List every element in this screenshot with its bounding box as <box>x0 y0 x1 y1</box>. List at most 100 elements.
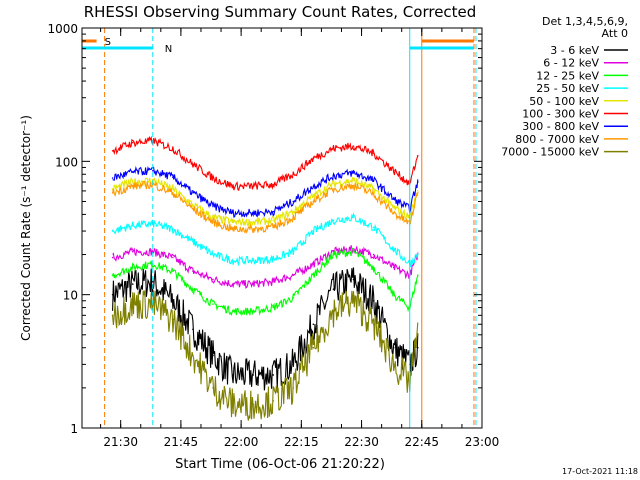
series-line-3 <box>112 247 419 317</box>
data-point <box>392 363 395 366</box>
data-point <box>252 212 254 214</box>
data-point <box>392 346 395 349</box>
data-point <box>212 177 214 179</box>
data-point <box>312 263 315 265</box>
data-point <box>131 171 134 173</box>
data-point <box>252 374 254 376</box>
data-point <box>292 200 295 203</box>
legend-label: 50 - 100 keV <box>529 95 599 108</box>
data-point <box>272 280 275 283</box>
data-point <box>131 141 134 144</box>
series-line-6 <box>112 135 419 192</box>
data-point <box>372 179 375 182</box>
data-point <box>111 314 114 317</box>
data-point <box>131 224 134 227</box>
data-point <box>352 172 355 174</box>
data-point <box>416 346 419 349</box>
data-point <box>312 323 315 326</box>
x-tick-label: 22:00 <box>224 435 259 449</box>
data-point <box>111 149 114 152</box>
legend-header: Det 1,3,4,5,6,9, <box>542 15 628 28</box>
data-point <box>212 216 214 219</box>
legend-label: 6 - 12 keV <box>543 57 599 70</box>
data-point <box>312 200 315 203</box>
legend-label: 7000 - 15000 keV <box>501 146 599 159</box>
x-tick-label: 22:45 <box>404 435 439 449</box>
data-point <box>392 169 395 172</box>
data-point <box>192 270 194 272</box>
data-point <box>212 221 214 223</box>
data-point <box>272 399 275 402</box>
data-point <box>212 205 214 208</box>
data-point <box>292 296 295 299</box>
data-point <box>111 177 114 179</box>
data-point <box>232 221 234 223</box>
y-tick-label: 1 <box>70 422 78 436</box>
data-point <box>172 147 174 150</box>
series-line-9 <box>112 290 419 421</box>
data-point <box>192 192 194 194</box>
data-point <box>292 387 295 389</box>
series-line-2 <box>112 245 419 289</box>
data-point <box>392 212 395 214</box>
data-point <box>111 293 114 296</box>
data-point <box>292 250 295 253</box>
data-point <box>232 212 234 214</box>
data-point <box>212 387 214 389</box>
data-point <box>352 216 355 219</box>
data-point <box>352 250 355 253</box>
data-point <box>232 403 234 406</box>
data-point <box>252 310 254 313</box>
data-point <box>252 259 254 262</box>
legend-label: 800 - 7000 keV <box>515 133 599 146</box>
chart-title: RHESSI Observing Summary Count Rates, Co… <box>84 3 477 21</box>
data-point <box>232 374 234 376</box>
data-point <box>272 219 275 222</box>
data-point <box>416 334 419 336</box>
data-point <box>232 185 234 188</box>
data-point <box>392 293 395 296</box>
data-point <box>292 216 295 219</box>
legend-label: 300 - 800 keV <box>522 120 599 133</box>
data-point <box>212 354 214 357</box>
data-point <box>252 221 254 223</box>
data-point <box>172 256 174 259</box>
data-point <box>131 283 134 285</box>
y-axis-label: Corrected Count Rate (s⁻¹ detector⁻¹) <box>19 115 33 341</box>
data-point <box>232 259 234 262</box>
data-point <box>372 193 375 195</box>
data-point <box>392 248 395 250</box>
legend-label: 12 - 25 keV <box>536 69 599 82</box>
y-tick-label: 10 <box>63 289 78 303</box>
data-point <box>416 274 419 276</box>
data-point <box>172 188 174 190</box>
x-tick-label: 21:30 <box>103 435 138 449</box>
data-point <box>192 288 194 290</box>
y-tick-label: 1000 <box>47 22 78 36</box>
data-point <box>252 403 254 406</box>
data-point <box>416 192 419 194</box>
footer-timestamp: 17-Oct-2021 11:18 <box>562 467 638 476</box>
data-point <box>372 266 375 269</box>
series-6 <box>111 135 419 192</box>
series-4 <box>111 212 419 268</box>
series-line-4 <box>112 212 419 268</box>
data-point <box>252 185 254 188</box>
data-point <box>372 226 375 229</box>
data-point <box>332 188 335 190</box>
data-point <box>372 323 375 326</box>
data-point <box>131 303 134 305</box>
series-line-8 <box>112 180 419 235</box>
data-point <box>172 299 174 302</box>
data-point <box>392 266 395 269</box>
data-point <box>292 173 295 176</box>
data-point <box>372 188 375 190</box>
legend-label: 100 - 300 keV <box>522 108 599 121</box>
data-point <box>332 253 335 256</box>
data-point <box>272 183 275 186</box>
flag-label-S: S <box>105 37 111 48</box>
data-point <box>312 346 315 349</box>
x-tick-label: 23:00 <box>465 435 500 449</box>
data-point <box>272 374 275 376</box>
legend-label: 3 - 6 keV <box>550 44 599 57</box>
